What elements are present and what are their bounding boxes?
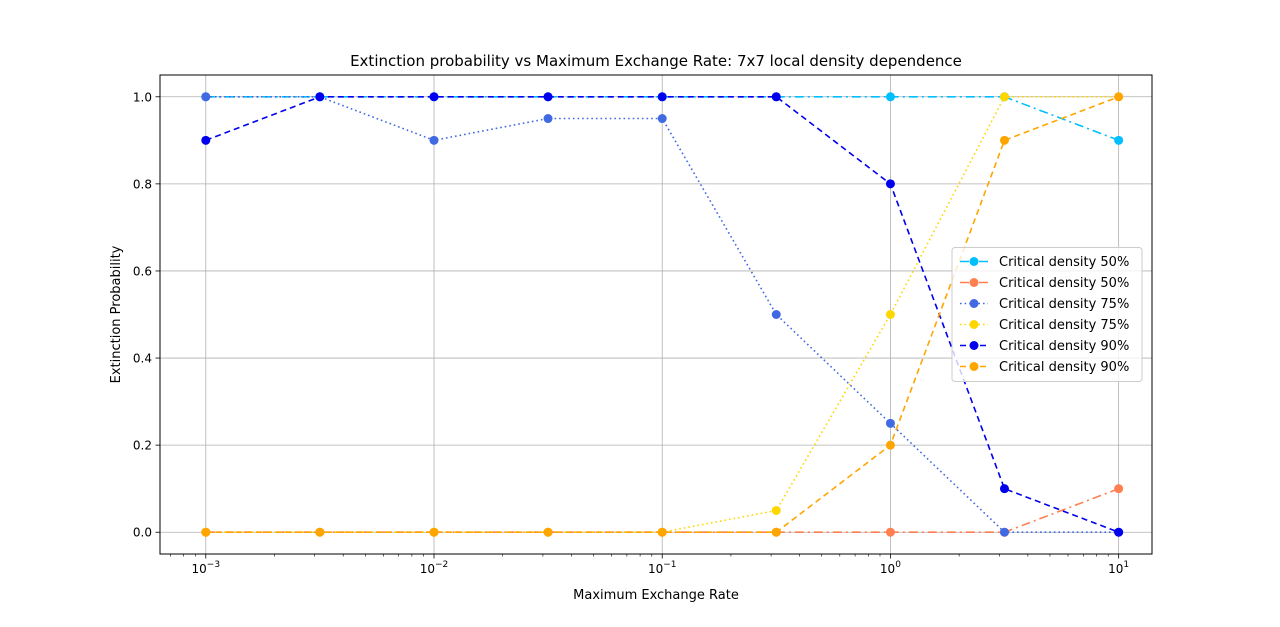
data-point	[429, 527, 439, 537]
x-tick-label: 10−3	[192, 560, 221, 576]
series-6	[201, 92, 1124, 537]
data-point	[1114, 484, 1124, 494]
data-point	[885, 310, 895, 319]
data-point	[885, 440, 895, 450]
data-point	[543, 114, 553, 124]
legend-label: Critical density 90%	[999, 360, 1129, 375]
legend: Critical density 50% Critical density 50%…	[951, 247, 1143, 382]
x-axis-label: Maximum Exchange Rate	[573, 588, 739, 603]
legend-item: Critical density 75%	[960, 297, 1129, 312]
data-point	[543, 527, 553, 537]
legend-item: Critical density 90%	[960, 360, 1129, 375]
data-point	[999, 484, 1009, 494]
y-axis-label: Extinction Probability	[109, 245, 124, 383]
legend-item: Critical density 50%	[960, 276, 1129, 291]
data-point	[429, 92, 439, 102]
legend-label: Critical density 90%	[999, 339, 1129, 354]
legend-marker	[969, 299, 979, 308]
legend-label: Critical density 50%	[999, 255, 1129, 270]
legend-item: Critical density 90%	[960, 339, 1129, 354]
data-point	[201, 135, 211, 145]
legend-marker	[969, 278, 979, 287]
data-point	[999, 527, 1009, 537]
data-point	[315, 527, 325, 537]
x-tick-label: 101	[1108, 560, 1129, 576]
x-tick-label: 10−2	[420, 560, 449, 576]
legend-label: Critical density 50%	[999, 276, 1129, 291]
legend-item: Critical density 50%	[960, 255, 1129, 270]
data-point	[771, 92, 781, 102]
legend-item: Critical density 75%	[960, 318, 1129, 333]
legend-label: Critical density 75%	[999, 297, 1129, 312]
data-point	[771, 527, 781, 537]
data-point	[657, 527, 667, 537]
data-point	[1114, 135, 1124, 145]
data-point	[771, 505, 781, 515]
y-tick-label: 1.0	[133, 90, 152, 104]
data-point	[657, 92, 667, 102]
ticks: 10−3 10−2 10−1 100 101 0.0 0.2 0.4 0.6 0.8 1.0	[133, 90, 1129, 576]
data-point	[885, 418, 895, 428]
chart-title: Extinction probability vs Maximum Exchan…	[350, 52, 962, 70]
axes-frame	[159, 74, 1153, 555]
legend-marker	[969, 257, 979, 266]
x-tick-label: 100	[880, 560, 901, 576]
data-point	[201, 527, 211, 537]
legend-label: Critical density 75%	[999, 318, 1129, 333]
data-point	[999, 135, 1009, 145]
series-5	[201, 92, 1124, 537]
data-point	[771, 310, 781, 319]
data-point	[999, 92, 1009, 102]
series-layer	[201, 92, 1124, 537]
legend-marker	[969, 362, 979, 371]
data-point	[885, 92, 895, 102]
legend-box	[951, 247, 1143, 382]
legend-marker	[969, 341, 979, 350]
data-point	[429, 135, 439, 145]
data-point	[885, 527, 895, 537]
data-point	[657, 114, 667, 124]
data-point	[543, 92, 553, 102]
legend-marker	[969, 320, 979, 329]
data-point	[315, 92, 325, 102]
y-tick-label: 0.8	[133, 177, 152, 191]
data-point	[1114, 92, 1124, 102]
y-tick-label: 0.4	[133, 352, 152, 366]
data-point	[885, 179, 895, 189]
y-tick-label: 0.2	[133, 439, 152, 453]
series-line	[205, 96, 1119, 534]
y-tick-label: 0.6	[133, 264, 152, 278]
data-point	[1114, 527, 1124, 537]
data-point	[201, 92, 211, 102]
y-tick-label: 0.0	[133, 526, 152, 540]
x-tick-label: 10−1	[648, 560, 677, 576]
